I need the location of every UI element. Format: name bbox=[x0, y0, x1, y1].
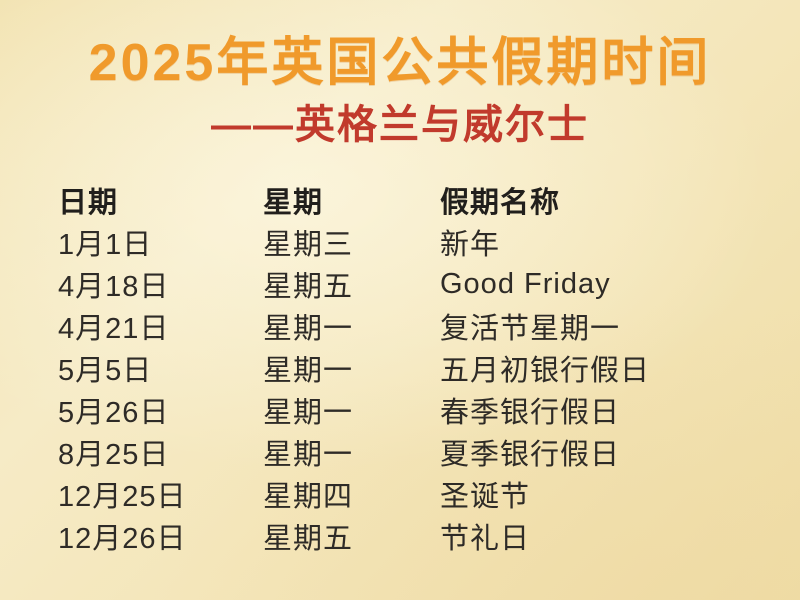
weekday-cell: 星期五 bbox=[263, 523, 354, 555]
column-header: 星期 bbox=[263, 187, 324, 219]
holiday-name-cell: 新年 bbox=[440, 229, 501, 261]
date-cell: 12月25日 bbox=[58, 481, 187, 513]
column-header: 假期名称 bbox=[440, 187, 561, 219]
holiday-name-cell: 复活节星期一 bbox=[440, 313, 621, 345]
holiday-name-cell: 春季银行假日 bbox=[440, 397, 621, 429]
weekday-cell: 星期三 bbox=[263, 229, 354, 261]
weekday-cell: 星期五 bbox=[263, 271, 354, 303]
date-cell: 4月18日 bbox=[58, 271, 170, 303]
holiday-name-cell: Good Friday bbox=[440, 267, 611, 300]
table-header-row: 日期 星期 假期名称 bbox=[58, 179, 800, 221]
weekday-cell: 星期四 bbox=[263, 481, 354, 513]
holiday-table: 日期 星期 假期名称 1月1日 星期三 新年 4月18日 星期五 Good Friday 4月21… bbox=[58, 179, 800, 557]
table-row: 4月18日 星期五 Good Friday bbox=[58, 263, 800, 305]
table-row: 1月1日 星期三 新年 bbox=[58, 221, 800, 263]
holiday-name-cell: 节礼日 bbox=[440, 523, 531, 555]
weekday-cell: 星期一 bbox=[263, 439, 354, 471]
date-cell: 4月21日 bbox=[58, 313, 170, 345]
weekday-cell: 星期一 bbox=[263, 355, 354, 387]
holiday-name-cell: 五月初银行假日 bbox=[440, 355, 651, 387]
weekday-cell: 星期一 bbox=[263, 313, 354, 345]
holiday-name-cell: 圣诞节 bbox=[440, 481, 531, 513]
holiday-name-cell: 夏季银行假日 bbox=[440, 439, 621, 471]
column-header: 日期 bbox=[58, 187, 119, 219]
date-cell: 5月26日 bbox=[58, 397, 170, 429]
table-row: 12月26日 星期五 节礼日 bbox=[58, 515, 800, 557]
table-row: 4月21日 星期一 复活节星期一 bbox=[58, 305, 800, 347]
weekday-cell: 星期一 bbox=[263, 397, 354, 429]
date-cell: 1月1日 bbox=[58, 229, 153, 261]
date-cell: 8月25日 bbox=[58, 439, 170, 471]
page-subtitle: ——英格兰与威尔士 bbox=[211, 103, 589, 147]
date-cell: 5月5日 bbox=[58, 355, 153, 387]
table-row: 12月25日 星期四 圣诞节 bbox=[58, 473, 800, 515]
table-row: 8月25日 星期一 夏季银行假日 bbox=[58, 431, 800, 473]
table-row: 5月26日 星期一 春季银行假日 bbox=[58, 389, 800, 431]
table-row: 5月5日 星期一 五月初银行假日 bbox=[58, 347, 800, 389]
page-title: 2025年英国公共假期时间 bbox=[88, 34, 712, 92]
date-cell: 12月26日 bbox=[58, 523, 187, 555]
